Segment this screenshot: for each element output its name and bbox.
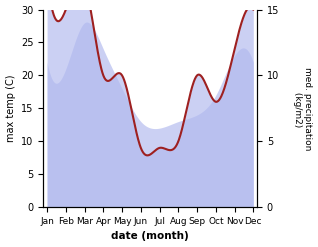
Y-axis label: med. precipitation
 (kg/m2): med. precipitation (kg/m2) xyxy=(293,67,313,150)
X-axis label: date (month): date (month) xyxy=(111,231,189,242)
Y-axis label: max temp (C): max temp (C) xyxy=(5,75,16,142)
